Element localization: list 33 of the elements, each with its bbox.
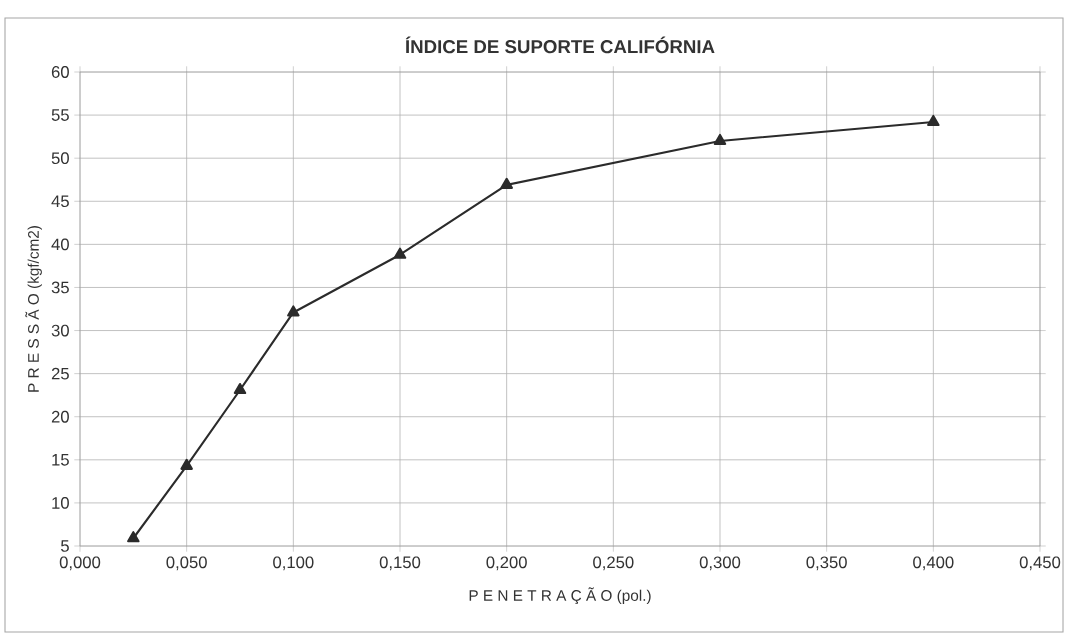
point	[393, 247, 407, 259]
y-tick-label: 25	[51, 367, 69, 380]
y-axis-title: P R E S S Ã O (kgf/cm2)	[25, 226, 42, 392]
x-tick-label: 0,250	[593, 556, 634, 571]
y-tick-label: 20	[51, 410, 69, 423]
point	[287, 305, 300, 317]
chart-title: ÍNDICE DE SUPORTE CALIFÓRNIA	[405, 36, 715, 54]
point	[927, 114, 940, 127]
x-tick-label: 0,050	[166, 556, 207, 571]
y-tick-label: 30	[51, 324, 69, 337]
y-tick-label: 10	[52, 497, 69, 509]
x-tick-label: 0,350	[806, 556, 847, 571]
x-tick-label: 0,100	[273, 556, 314, 571]
x-axis-title: P E N E T R A Ç Ã O (pol.)	[469, 587, 651, 605]
point	[127, 531, 140, 543]
x-tick-label: 0,300	[699, 556, 741, 571]
y-tick-label: 35	[51, 281, 69, 294]
y-tick-label: 60	[51, 66, 69, 78]
point	[180, 458, 193, 470]
y-tick-label: 15	[52, 454, 69, 466]
y-tick-label: 5	[61, 540, 69, 552]
y-tick-label: 40	[51, 238, 69, 251]
point	[233, 382, 247, 395]
y-tick-label: 50	[51, 152, 69, 165]
x-tick-label: 0,200	[486, 556, 527, 571]
x-tick-label: 0,150	[379, 556, 421, 571]
x-tick-label: 0,450	[1019, 556, 1061, 571]
y-tick-label: 55	[51, 109, 69, 121]
x-tick-label: 0,400	[913, 556, 954, 571]
point	[500, 177, 513, 189]
y-tick-label: 45	[51, 195, 69, 208]
x-tick-label: 0,000	[59, 556, 101, 571]
point	[713, 133, 727, 146]
